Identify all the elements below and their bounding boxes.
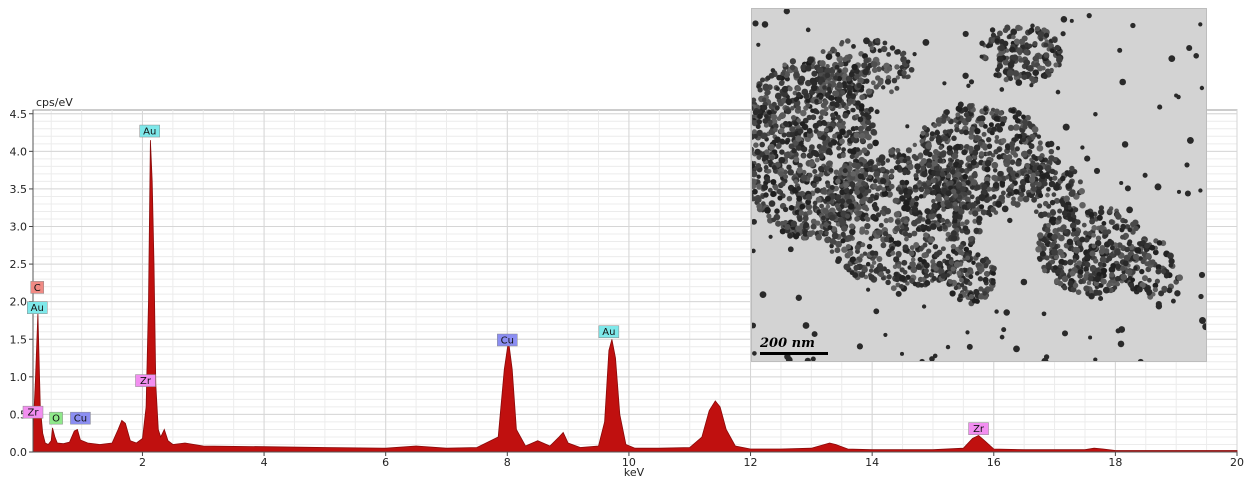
peak-label-box bbox=[135, 374, 156, 387]
scale-bar-line bbox=[760, 352, 828, 355]
peak-label: O bbox=[49, 411, 63, 425]
peak-label: Au bbox=[598, 325, 620, 338]
scale-bar-label: 200 nm bbox=[760, 336, 815, 351]
y-tick-label: 3.5 bbox=[10, 183, 28, 196]
axis-layer: 2 4 6 8 10 12 14 16 18 20 0.0 0.5 1.0 1.5 2.0 2.5 3.0 3.5… bbox=[10, 108, 1245, 469]
spectrum-area-layer bbox=[32, 140, 1238, 453]
spectrum-series-area bbox=[32, 140, 1238, 453]
nanoparticle-dots bbox=[752, 9, 1206, 361]
x-tick-label: 18 bbox=[1108, 456, 1122, 469]
peak-label: Cu bbox=[497, 333, 518, 347]
peak-label: Zr bbox=[22, 405, 44, 419]
nanoparticle-image bbox=[752, 9, 1206, 361]
peak-label-box bbox=[139, 124, 161, 138]
peak-label: Au bbox=[139, 124, 161, 138]
peak-label-box bbox=[497, 333, 518, 347]
x-tick-label: 2 bbox=[139, 456, 146, 469]
peak-label-layer: Au C Au Zr Zr O Cu Cu Au Zr bbox=[22, 124, 989, 435]
peak-label-text: Au bbox=[143, 127, 156, 138]
y-tick-label: 4.5 bbox=[10, 108, 28, 121]
peak-label-text: C bbox=[34, 283, 41, 294]
tem-micrograph-inset: 200 nm bbox=[751, 8, 1207, 362]
peak-label-text: Zr bbox=[973, 424, 985, 435]
y-axis-title: cps/eV bbox=[36, 96, 73, 109]
scale-bar: 200 nm bbox=[760, 337, 828, 355]
peak-label-box bbox=[22, 405, 44, 419]
y-tick-label: 1.5 bbox=[10, 333, 28, 346]
peak-label-box bbox=[49, 411, 63, 425]
peak-label-box bbox=[30, 281, 45, 294]
peak-label-box bbox=[598, 325, 620, 338]
x-tick-label: 4 bbox=[261, 456, 268, 469]
x-tick-label: 6 bbox=[382, 456, 389, 469]
x-axis-title: keV bbox=[624, 466, 645, 478]
peak-label-text: Zr bbox=[140, 376, 152, 387]
peak-label-text: Zr bbox=[28, 408, 40, 419]
peak-label-text: Cu bbox=[501, 336, 514, 347]
y-tick-label: 1.0 bbox=[10, 371, 28, 384]
y-tick-label: 2.5 bbox=[10, 258, 28, 271]
peak-label: C bbox=[30, 281, 45, 294]
peak-label-text: Au bbox=[31, 303, 44, 314]
peak-label: Zr bbox=[968, 422, 989, 435]
peak-label: Cu bbox=[70, 411, 91, 425]
y-tick-label: 0.5 bbox=[10, 408, 28, 421]
peak-label: Au bbox=[27, 301, 48, 314]
y-tick-label: 0.0 bbox=[10, 446, 28, 459]
x-tick-label: 10 bbox=[622, 456, 636, 469]
peak-label-box bbox=[70, 411, 91, 425]
x-tick-label: 12 bbox=[744, 456, 758, 469]
y-tick-label: 4.0 bbox=[10, 145, 28, 158]
peak-label-box bbox=[968, 422, 989, 435]
peak-label: Zr bbox=[135, 374, 156, 387]
x-tick-label: 14 bbox=[865, 456, 879, 469]
y-tick-label: 3.0 bbox=[10, 221, 28, 234]
peak-label-text: Au bbox=[602, 327, 615, 338]
y-tick-label: 2.0 bbox=[10, 296, 28, 309]
x-tick-label: 8 bbox=[504, 456, 511, 469]
peak-label-text: O bbox=[52, 414, 60, 425]
x-tick-label: 16 bbox=[987, 456, 1001, 469]
peak-label-box bbox=[27, 301, 48, 314]
peak-label-text: Cu bbox=[74, 414, 87, 425]
x-tick-label: 20 bbox=[1230, 456, 1244, 469]
